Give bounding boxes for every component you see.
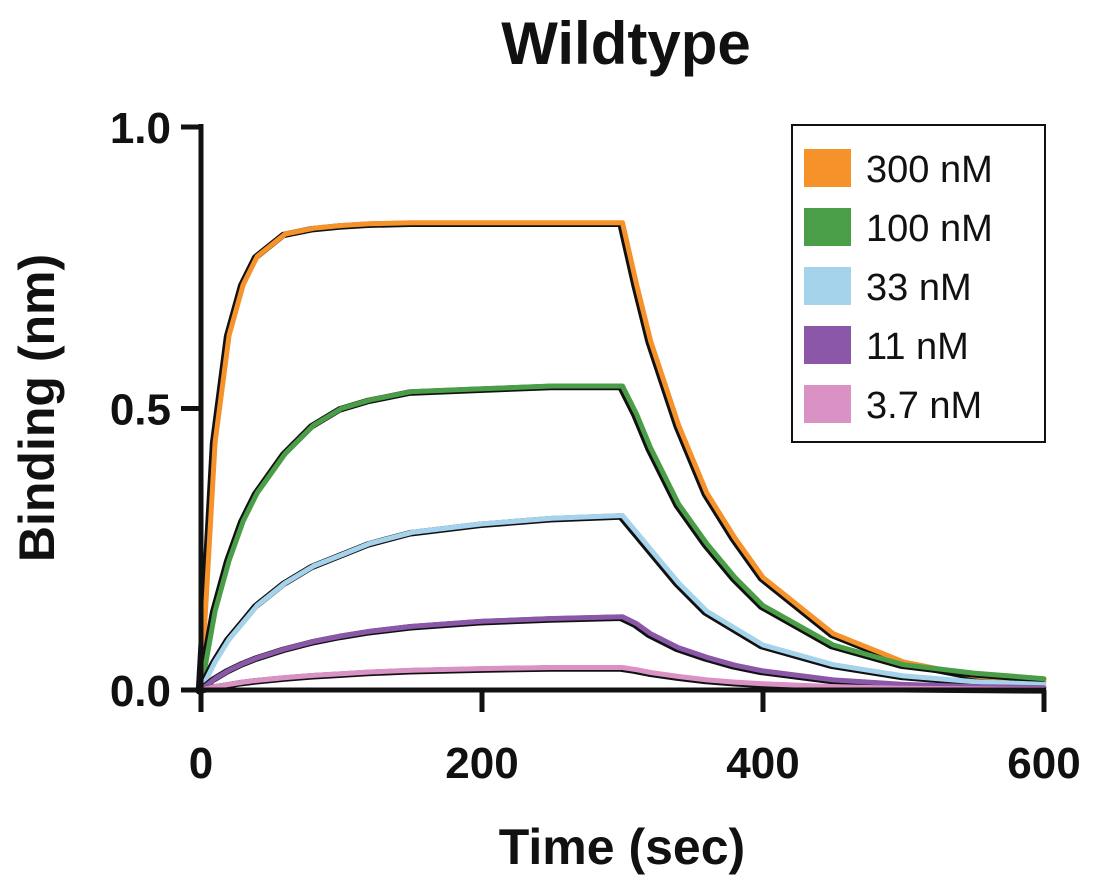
legend-label: 11 nM — [866, 326, 969, 368]
legend-swatch — [804, 149, 851, 187]
series-layer — [195, 220, 1047, 695]
legend-swatch — [804, 385, 851, 423]
legend: 300 nM 100 nM 33 nM 11 nM 3.7 nM — [791, 124, 1046, 443]
legend-label: 100 nM — [866, 208, 993, 250]
x-tick-label: 600 — [1007, 739, 1080, 788]
legend-label: 3.7 nM — [866, 385, 982, 427]
legend-label: 300 nM — [866, 149, 993, 191]
x-axis-ticks: 0 200 400 600 — [189, 690, 1081, 788]
legend-swatch — [804, 267, 851, 305]
series-line-3 — [198, 614, 1047, 693]
x-axis-label: Time (sec) — [499, 819, 745, 875]
legend-label: 33 nM — [866, 267, 972, 309]
series-line-1 — [198, 383, 1047, 693]
legend-swatch — [804, 208, 851, 246]
y-tick-label: 0.5 — [110, 386, 171, 435]
x-tick-label: 0 — [189, 739, 213, 788]
series-line-0 — [198, 220, 1047, 693]
x-tick-label: 400 — [726, 739, 799, 788]
series-line-2 — [198, 513, 1047, 693]
y-axis-ticks: 0.0 0.5 1.0 — [110, 104, 201, 716]
x-tick-label: 200 — [445, 739, 518, 788]
series-line-4 — [198, 665, 1047, 693]
y-tick-label: 0.0 — [110, 667, 171, 716]
legend-swatch — [804, 326, 851, 364]
y-axis-label: Binding (nm) — [9, 254, 65, 562]
y-tick-label: 1.0 — [110, 104, 171, 153]
chart-title: Wildtype — [501, 10, 750, 77]
